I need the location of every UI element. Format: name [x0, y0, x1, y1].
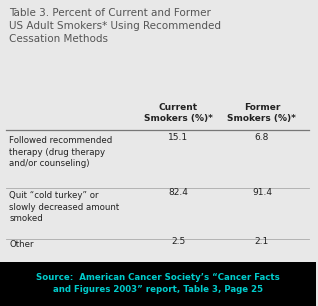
- Text: 2.1: 2.1: [255, 237, 269, 246]
- Text: Quit “cold turkey” or
slowly decreased amount
smoked: Quit “cold turkey” or slowly decreased a…: [10, 191, 120, 223]
- Text: 82.4: 82.4: [168, 188, 188, 197]
- Text: 2.5: 2.5: [171, 237, 185, 246]
- Text: 15.1: 15.1: [168, 133, 188, 142]
- Text: 6.8: 6.8: [255, 133, 269, 142]
- Text: Former
Smokers (%)*: Former Smokers (%)*: [227, 103, 296, 123]
- Text: Followed recommended
therapy (drug therapy
and/or counseling): Followed recommended therapy (drug thera…: [10, 136, 113, 168]
- Text: Other: Other: [10, 240, 34, 249]
- Text: *Weighted percents are age-adjusted; data for the analyses were
derived from the: *Weighted percents are age-adjusted; dat…: [10, 265, 251, 286]
- Text: Current
Smokers (%)*: Current Smokers (%)*: [144, 103, 213, 123]
- Text: Table 3. Percent of Current and Former
US Adult Smokers* Using Recommended
Cessa: Table 3. Percent of Current and Former U…: [10, 8, 221, 44]
- Text: Source:  American Cancer Society’s “Cancer Facts
and Figures 2003” report, Table: Source: American Cancer Society’s “Cance…: [36, 274, 280, 294]
- Text: 91.4: 91.4: [252, 188, 272, 197]
- FancyBboxPatch shape: [0, 262, 315, 306]
